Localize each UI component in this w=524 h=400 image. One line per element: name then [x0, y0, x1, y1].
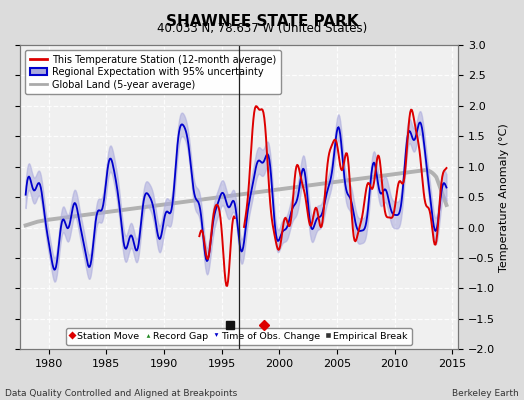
- Text: Berkeley Earth: Berkeley Earth: [452, 389, 519, 398]
- Text: 40.033 N, 78.637 W (United States): 40.033 N, 78.637 W (United States): [157, 22, 367, 35]
- Text: Data Quality Controlled and Aligned at Breakpoints: Data Quality Controlled and Aligned at B…: [5, 389, 237, 398]
- Legend: Station Move, Record Gap, Time of Obs. Change, Empirical Break: Station Move, Record Gap, Time of Obs. C…: [66, 328, 412, 344]
- Y-axis label: Temperature Anomaly (°C): Temperature Anomaly (°C): [499, 123, 509, 272]
- Text: SHAWNEE STATE PARK: SHAWNEE STATE PARK: [166, 14, 358, 29]
